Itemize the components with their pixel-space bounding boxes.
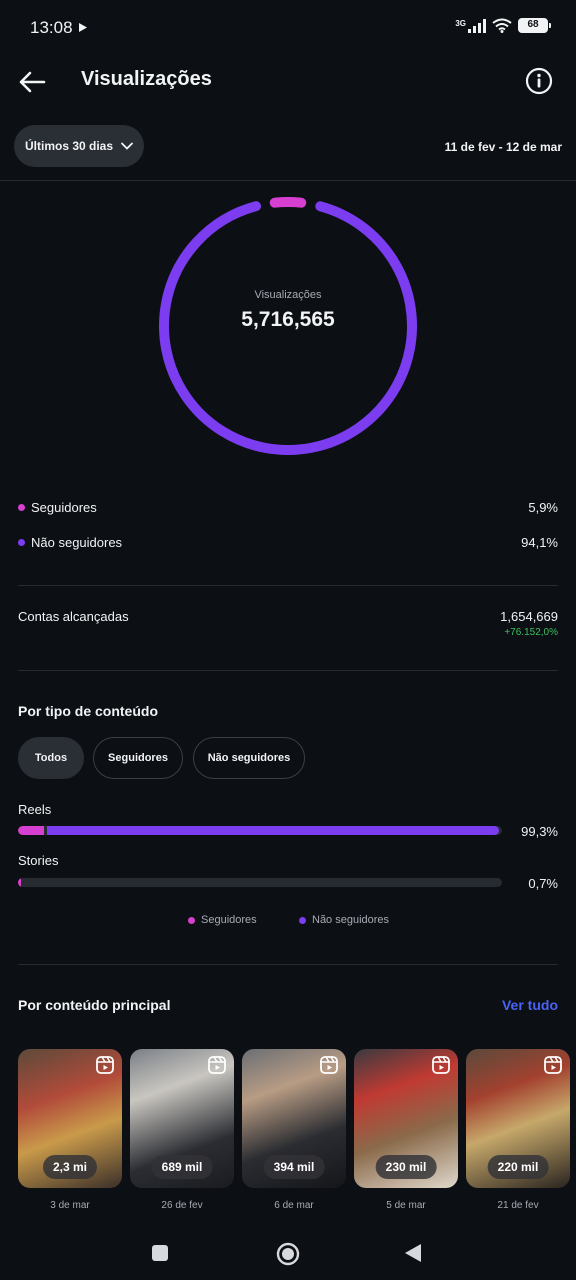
back-nav-button[interactable]	[404, 1243, 422, 1263]
stories-bar-followers	[18, 878, 21, 887]
reels-icon	[544, 1056, 562, 1074]
reels-bar-followers	[18, 826, 45, 835]
wifi-icon	[492, 18, 512, 33]
date-range-dropdown[interactable]: Últimos 30 dias	[14, 125, 144, 167]
view-count: 689 mil	[151, 1155, 213, 1179]
divider	[18, 964, 558, 965]
recents-button[interactable]	[151, 1244, 169, 1262]
chip-followers-label: Seguidores	[108, 752, 168, 764]
date-range-dropdown-label: Últimos 30 dias	[24, 139, 114, 153]
stories-label: Stories	[18, 853, 59, 868]
stories-pct: 0,7%	[528, 876, 558, 891]
content-type-title: Por tipo de conteúdo	[18, 703, 158, 719]
item-date: 3 de mar	[50, 1200, 90, 1211]
play-indicator-icon	[79, 23, 87, 32]
see-all-link[interactable]: Ver tudo	[501, 997, 558, 1013]
followers-label: Seguidores	[31, 500, 97, 515]
top-content-item-2[interactable]: 689 mil	[130, 1049, 234, 1188]
reels-label: Reels	[18, 802, 52, 817]
item-date: 5 de mar	[386, 1200, 426, 1211]
reels-icon	[208, 1056, 226, 1074]
arrow-left-icon	[19, 71, 46, 93]
chevron-down-icon	[121, 142, 133, 150]
bar-legend-non-followers: Não seguidores	[299, 914, 389, 926]
top-content-item-4[interactable]: 230 mil	[354, 1049, 458, 1188]
reels-icon	[320, 1056, 338, 1074]
reels-bar	[18, 826, 502, 835]
top-content-title: Por conteúdo principal	[18, 997, 171, 1013]
signal-icon	[468, 18, 486, 33]
date-range-text: 11 de fev - 12 de mar	[444, 140, 562, 154]
status-time: 13:08	[30, 18, 73, 37]
info-icon	[525, 67, 553, 95]
non-followers-label: Não seguidores	[31, 535, 123, 550]
view-count: 2,3 mi	[42, 1155, 98, 1179]
chip-all-label: Todos	[34, 752, 68, 764]
followers-dot	[18, 504, 25, 511]
home-button[interactable]	[276, 1242, 300, 1266]
donut-label: Visualizações	[254, 289, 322, 301]
total-views-value: 5,716,565	[241, 308, 335, 331]
divider	[18, 670, 558, 671]
item-date: 21 de fev	[497, 1200, 539, 1211]
divider	[0, 180, 576, 181]
item-date: 26 de fev	[161, 1200, 203, 1211]
top-content-item-1[interactable]: 2,3 mi	[18, 1049, 122, 1188]
bar-legend-followers-label: Seguidores	[201, 914, 257, 926]
non-followers-value: 94,1%	[521, 535, 558, 550]
view-count: 230 mil	[375, 1155, 437, 1179]
page-title: Visualizações	[81, 68, 212, 90]
reels-pct: 99,3%	[521, 824, 558, 839]
status-bar: 13:08 3G 68	[0, 0, 576, 56]
divider	[18, 585, 558, 586]
views-donut-chart	[159, 197, 417, 455]
bar-legend-non-followers-label: Não seguidores	[312, 914, 390, 926]
chip-non-followers[interactable]: Não seguidores	[193, 737, 305, 779]
system-nav-bar	[0, 1224, 576, 1280]
legend-row-non-followers: Não seguidores 94,1%	[18, 535, 558, 550]
top-content-item-3[interactable]: 394 mil	[242, 1049, 346, 1188]
chip-non-followers-label: Não seguidores	[207, 752, 291, 764]
non-followers-dot	[18, 539, 25, 546]
reach-change: +76.152,0%	[504, 627, 558, 638]
stories-bar	[18, 878, 502, 887]
legend-row-followers: Seguidores 5,9%	[18, 500, 558, 515]
network-type: 3G	[455, 19, 466, 28]
followers-dot	[188, 916, 195, 924]
chip-followers[interactable]: Seguidores	[93, 737, 183, 779]
non-followers-dot	[299, 916, 306, 924]
view-count: 394 mil	[263, 1155, 325, 1179]
reach-value: 1,654,669	[500, 609, 558, 624]
reels-icon	[432, 1056, 450, 1074]
battery-icon: 68	[518, 18, 551, 33]
reels-bar-non-followers	[47, 826, 499, 835]
followers-value: 5,9%	[528, 500, 558, 515]
back-button[interactable]	[14, 64, 50, 100]
chip-all[interactable]: Todos	[18, 737, 84, 779]
donut-segment-non-followers	[159, 197, 417, 455]
top-content-item-5[interactable]: 220 mil	[466, 1049, 570, 1188]
item-date: 6 de mar	[274, 1200, 314, 1211]
bar-legend-followers: Seguidores	[188, 914, 257, 926]
reach-label: Contas alcançadas	[18, 609, 129, 624]
reels-icon	[96, 1056, 114, 1074]
view-count: 220 mil	[487, 1155, 549, 1179]
info-button[interactable]	[525, 67, 553, 95]
status-icons: 3G 68	[455, 18, 551, 33]
